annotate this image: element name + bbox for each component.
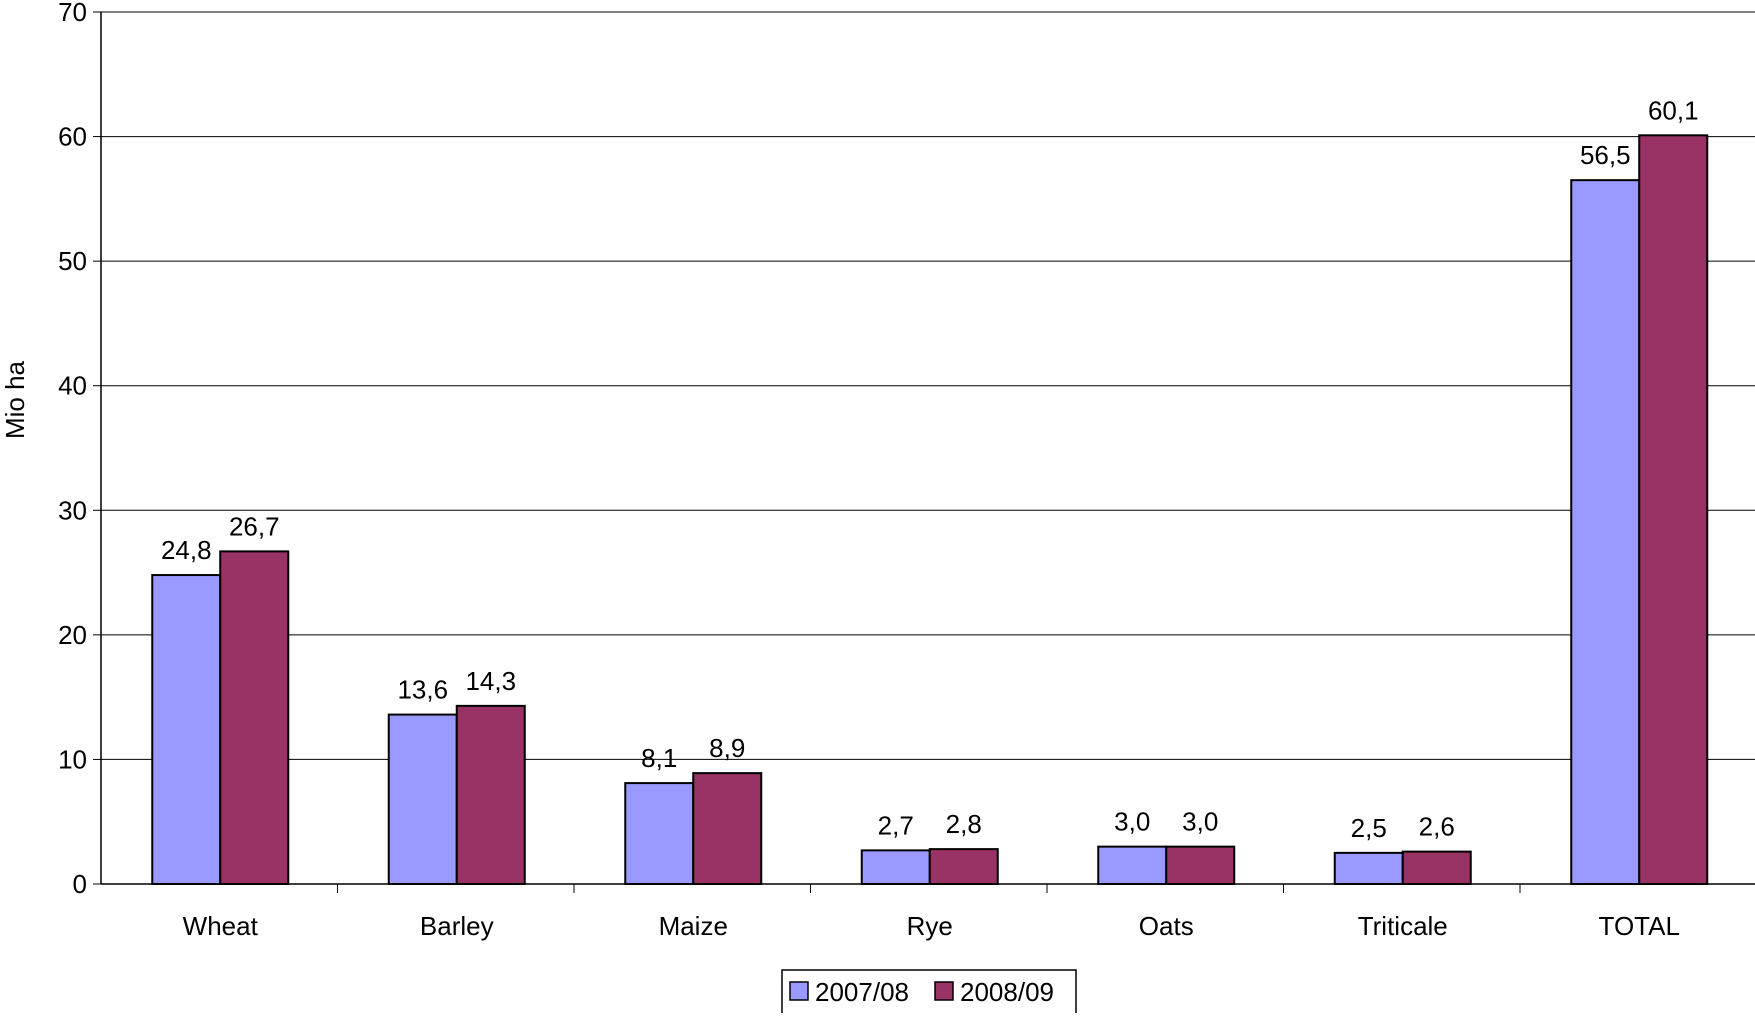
bar xyxy=(455,704,526,885)
data-label: 8,1 xyxy=(641,743,677,773)
x-category-label: Rye xyxy=(907,911,953,941)
legend-label: 2007/08 xyxy=(815,977,909,1007)
legend-box xyxy=(781,969,1077,1015)
y-tick-label: 40 xyxy=(58,371,87,401)
bar xyxy=(1333,851,1404,885)
y-tick-label: 50 xyxy=(58,246,87,276)
x-category-label: Oats xyxy=(1139,911,1194,941)
bar xyxy=(928,848,999,885)
x-category-label: Barley xyxy=(420,911,494,941)
y-tick-label: 60 xyxy=(58,122,87,152)
y-tick-label: 30 xyxy=(58,495,87,525)
bar xyxy=(860,849,931,886)
data-label: 56,5 xyxy=(1580,140,1631,170)
x-category-label: TOTAL xyxy=(1599,911,1680,941)
bar xyxy=(1165,845,1236,886)
bar xyxy=(1638,134,1709,885)
y-tick-label: 70 xyxy=(58,0,87,27)
bar xyxy=(1401,850,1472,886)
x-category-label: Maize xyxy=(659,911,728,941)
data-label: 3,0 xyxy=(1114,807,1150,837)
legend-swatch xyxy=(789,981,809,1001)
bars xyxy=(151,134,1709,886)
data-label: 60,1 xyxy=(1648,95,1699,125)
x-category-label: Wheat xyxy=(183,911,259,941)
data-label: 8,9 xyxy=(709,733,745,763)
bar xyxy=(219,550,290,885)
axes: 0 10 20 30 40 50 60 70 Wheat Barley Maize Rye Oats Tr… xyxy=(58,0,1755,941)
data-label: 3,0 xyxy=(1182,807,1218,837)
bar xyxy=(692,772,763,885)
bar xyxy=(1097,845,1168,886)
data-label: 14,3 xyxy=(465,666,516,696)
legend-swatch xyxy=(934,981,954,1001)
data-label: 24,8 xyxy=(161,535,212,565)
bar xyxy=(151,574,222,885)
x-category-label: Triticale xyxy=(1358,911,1448,941)
legend-label: 2008/09 xyxy=(960,977,1054,1007)
legend: 2007/08 2008/09 xyxy=(781,969,1077,1015)
data-label: 26,7 xyxy=(229,511,280,541)
y-tick-label: 20 xyxy=(58,620,87,650)
bar xyxy=(1570,179,1641,885)
data-label: 13,6 xyxy=(397,675,448,705)
y-axis-title: Mio ha xyxy=(0,360,30,439)
data-label: 2,6 xyxy=(1419,812,1455,842)
y-tick-label: 10 xyxy=(58,744,87,774)
data-label: 2,5 xyxy=(1351,813,1387,843)
bar xyxy=(387,713,458,886)
data-labels: 24,8 26,7 13,6 14,3 8,1 8,9 2,7 2,8 3,0 3,0 2,5 2,6… xyxy=(161,95,1699,843)
bar xyxy=(624,782,695,886)
data-label: 2,7 xyxy=(878,810,914,840)
data-label: 2,8 xyxy=(946,809,982,839)
y-tick-label: 0 xyxy=(73,869,87,899)
gridlines xyxy=(101,11,1755,760)
